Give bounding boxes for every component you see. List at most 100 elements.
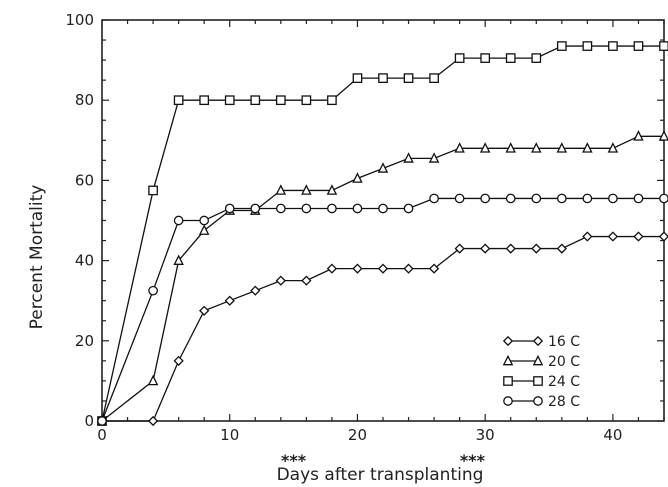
data-point-28c	[327, 203, 337, 214]
data-point-24c	[352, 73, 363, 83]
legend-marker	[502, 335, 514, 347]
data-point-24c	[403, 73, 414, 83]
data-point-24c	[250, 95, 261, 106]
data-point-28c	[480, 193, 491, 204]
data-point-16c	[480, 243, 491, 254]
data-point-20c	[403, 152, 414, 163]
data-point-20c	[147, 374, 159, 386]
data-point-16c	[658, 231, 668, 242]
legend-item-20c: 20 C	[502, 354, 580, 370]
data-point-24c	[275, 95, 286, 106]
data-point-28c	[148, 285, 158, 296]
data-point-24c	[608, 41, 618, 51]
data-point-28c	[275, 203, 286, 214]
y-tick-label: 60	[75, 171, 94, 189]
data-point-24c	[429, 73, 439, 83]
data-point-28c	[582, 193, 593, 204]
data-point-16c	[403, 263, 414, 274]
data-point-16c	[505, 243, 516, 254]
data-point-16c	[326, 263, 338, 274]
data-point-20c	[479, 142, 491, 153]
y-tick-label: 0	[84, 412, 94, 430]
legend-marker	[533, 376, 543, 386]
data-point-20c	[198, 224, 210, 235]
data-point-28c	[378, 203, 388, 214]
data-point-16c	[147, 415, 159, 427]
data-point-20c	[173, 254, 184, 265]
x-tick-label: 0	[97, 426, 107, 444]
data-point-28c	[608, 193, 618, 204]
data-point-20c	[326, 184, 338, 195]
data-point-28c	[224, 203, 235, 214]
series-line-24c	[101, 45, 664, 422]
data-point-28c	[250, 203, 261, 214]
legend: 16 C 20 C 24 C 28 C	[502, 334, 580, 410]
data-point-28c	[633, 193, 644, 204]
data-point-28c	[454, 193, 465, 204]
data-point-28c	[531, 193, 542, 204]
data-point-16c	[250, 285, 261, 296]
y-tick-label: 20	[75, 332, 94, 350]
significance-marker: ***	[281, 451, 307, 470]
data-point-24c	[531, 53, 542, 63]
data-point-24c	[480, 53, 491, 63]
legend-item-28c: 28 C	[503, 394, 580, 410]
series-line-16c	[102, 235, 664, 422]
x-tick-label: 20	[348, 426, 367, 444]
legend-item-24c: 24 C	[503, 374, 580, 390]
data-point-16c	[607, 231, 619, 242]
data-point-20c	[301, 184, 312, 195]
x-axis-title: Days after transplanting	[277, 465, 484, 485]
data-point-16c	[224, 295, 235, 306]
series-24c	[97, 41, 668, 426]
y-tick-label: 80	[75, 91, 94, 109]
data-point-24c	[199, 95, 210, 106]
data-point-20c	[428, 152, 440, 163]
x-tick-label: 10	[220, 426, 239, 444]
legend-item-16c: 16 C	[502, 334, 580, 350]
data-point-24c	[582, 41, 593, 51]
data-point-16c	[582, 231, 593, 242]
legend-marker	[503, 396, 513, 406]
data-point-24c	[301, 95, 312, 106]
data-point-16c	[531, 243, 542, 254]
data-point-16c	[454, 243, 465, 254]
data-point-16c	[199, 305, 210, 316]
legend-label: 24 C	[548, 374, 580, 390]
data-point-28c	[429, 193, 439, 204]
data-point-20c	[352, 172, 363, 183]
data-point-20c	[582, 142, 593, 153]
data-point-20c	[377, 162, 389, 173]
data-point-16c	[275, 275, 286, 286]
legend-marker	[533, 396, 543, 406]
data-point-16c	[301, 275, 312, 286]
legend-label: 16 C	[548, 334, 580, 350]
data-point-24c	[659, 41, 668, 51]
data-point-16c	[633, 231, 644, 242]
data-point-24c	[327, 95, 337, 106]
legend-label: 28 C	[548, 394, 580, 410]
series-layer	[96, 41, 668, 427]
data-point-16c	[173, 355, 184, 366]
y-tick-label: 100	[65, 11, 94, 29]
legend-marker	[503, 376, 513, 386]
data-point-16c	[352, 263, 363, 274]
data-point-20c	[658, 130, 668, 141]
data-point-20c	[531, 142, 542, 153]
data-point-28c	[173, 215, 184, 226]
data-point-24c	[633, 41, 644, 51]
series-line-28c	[101, 197, 664, 422]
data-point-16c	[377, 263, 389, 274]
series-28c	[97, 193, 668, 426]
plot-axes: 0 10 20 30 40 0 20 40 60 80 100 *** ***	[65, 11, 665, 470]
data-point-20c	[275, 184, 287, 195]
data-point-28c	[403, 203, 414, 214]
data-point-24c	[505, 53, 516, 63]
data-point-24c	[148, 185, 158, 196]
data-point-28c	[352, 203, 363, 214]
data-point-16c	[428, 263, 440, 274]
legend-marker	[502, 354, 514, 366]
x-tick-label: 40	[603, 426, 622, 444]
data-point-28c	[199, 215, 210, 226]
